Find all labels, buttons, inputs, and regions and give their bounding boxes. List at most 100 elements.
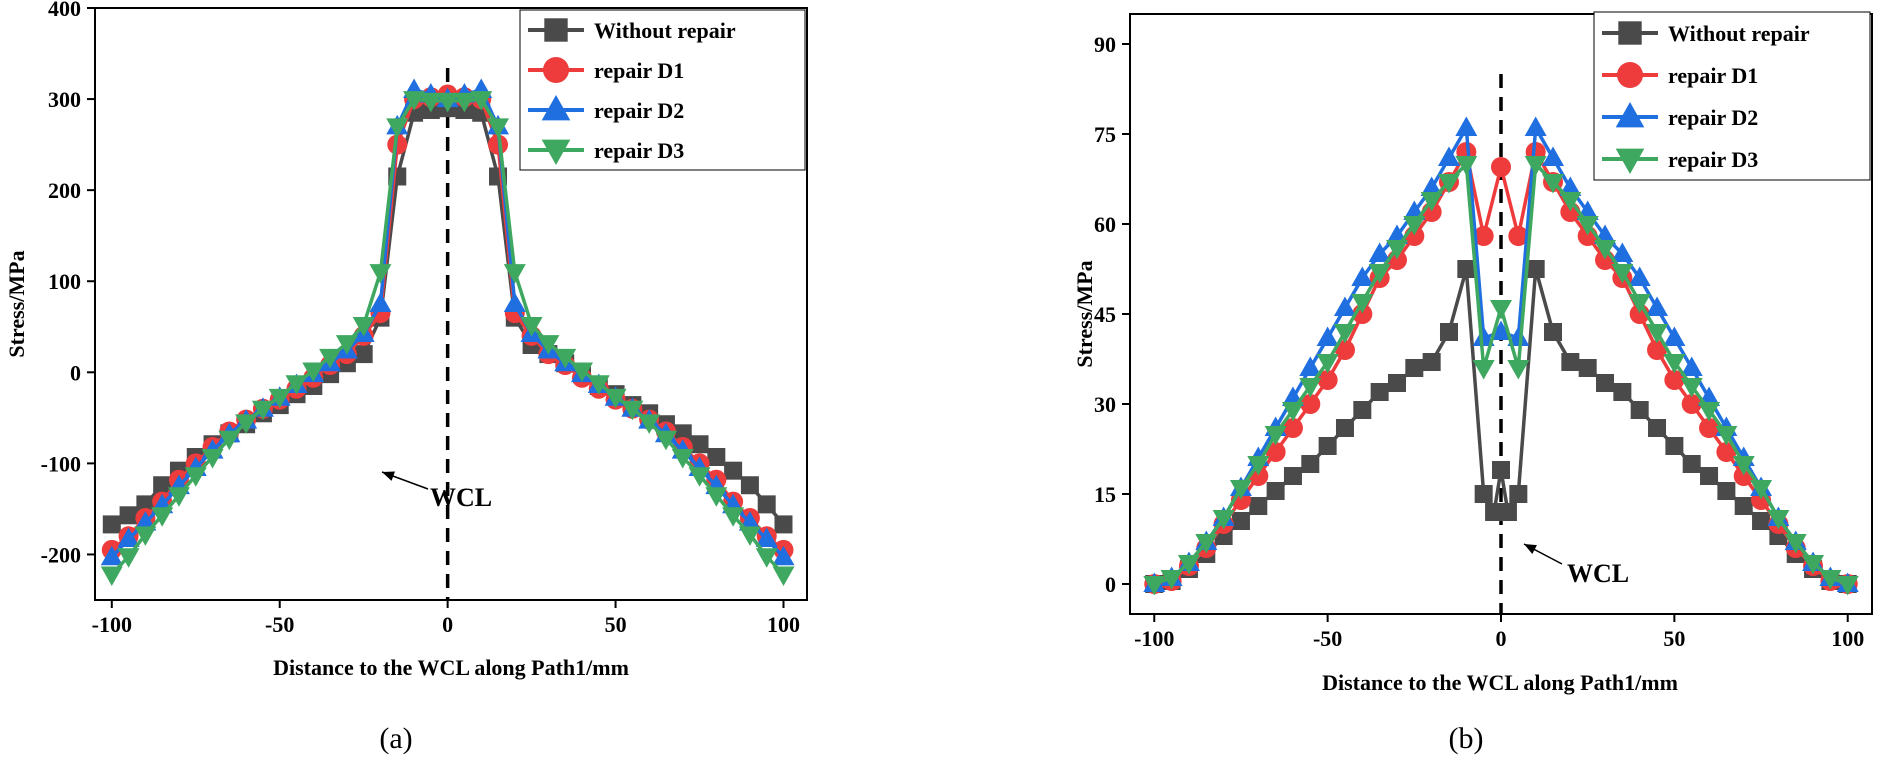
data-point [1628, 266, 1651, 286]
data-point [755, 548, 778, 568]
data-point [638, 414, 661, 434]
data-point [117, 548, 140, 568]
plot-frame [94, 7, 808, 601]
data-point [1628, 294, 1651, 314]
data-point [1437, 146, 1460, 166]
data-point [1385, 240, 1408, 260]
data-point [1681, 394, 1702, 414]
data-point [1195, 534, 1218, 554]
y-tick-label: 0 [70, 360, 81, 385]
data-point [1405, 359, 1424, 377]
data-point [1439, 323, 1458, 341]
annotation-arrow-head [1524, 544, 1537, 555]
data-point [1594, 240, 1617, 260]
data-point [520, 316, 543, 337]
data-point [1316, 354, 1339, 374]
data-point [1249, 497, 1268, 515]
data-point [1578, 359, 1597, 377]
data-point [1784, 534, 1807, 554]
data-point [1542, 146, 1565, 166]
data-point [1646, 324, 1669, 344]
data-point [774, 515, 793, 534]
data-point [1490, 300, 1512, 320]
data-point [136, 495, 155, 514]
x-axis-label: Distance to the WCL along Path1/mm [273, 655, 629, 680]
data-point [1498, 503, 1517, 521]
data-point [153, 476, 172, 495]
wcl-annotation: WCL [381, 471, 492, 512]
data-point [1457, 260, 1476, 278]
data-point [1663, 354, 1686, 374]
y-tick-label: -200 [41, 542, 81, 567]
data-point [673, 424, 692, 443]
data-point [1559, 192, 1582, 212]
data-point [1299, 378, 1322, 398]
data-point [1318, 437, 1337, 455]
data-point [587, 375, 610, 395]
legend-label: repair D3 [1668, 147, 1758, 172]
data-point [354, 345, 373, 364]
data-point [1333, 296, 1356, 316]
data-point [1680, 378, 1703, 398]
y-tick-label: 30 [1094, 392, 1116, 417]
data-point [722, 507, 745, 527]
y-tick-label: 15 [1094, 482, 1116, 507]
data-point [537, 335, 560, 355]
data-point [1265, 442, 1286, 462]
series-repair-d3 [1143, 156, 1859, 596]
data-point [100, 545, 123, 566]
x-tick-label: -100 [1134, 626, 1174, 651]
data-point [1613, 383, 1632, 401]
data-point [403, 91, 426, 111]
chart-panel-a: -100 -50 0 50 100 -200 -100 0 100 200 300 400 Witho… [4, 0, 808, 755]
data-point [419, 92, 442, 113]
data-point [705, 487, 728, 507]
y-tick-label: 400 [48, 0, 81, 21]
x-tick-label: 100 [767, 612, 800, 637]
data-point [1282, 418, 1303, 438]
data-point [1403, 216, 1426, 236]
data-point [1509, 485, 1528, 503]
data-point [1177, 555, 1200, 575]
data-point [369, 264, 392, 284]
legend-label: repair D1 [594, 58, 684, 83]
panel-label: (b) [1449, 722, 1484, 755]
data-point [1335, 419, 1354, 437]
data-point [470, 91, 493, 111]
data-point [285, 375, 308, 395]
data-point [688, 467, 711, 487]
data-point [1508, 226, 1529, 246]
x-tick-label: 50 [1663, 626, 1685, 651]
data-point [268, 388, 291, 409]
data-point [1247, 456, 1270, 476]
data-point [1524, 116, 1547, 136]
data-point [621, 400, 644, 421]
data-point [1437, 174, 1460, 194]
data-point [1559, 176, 1582, 196]
data-point [1491, 157, 1511, 177]
data-point [151, 507, 174, 527]
data-point [738, 526, 761, 546]
data-point [772, 545, 795, 566]
data-point [604, 388, 627, 409]
data-point [1351, 266, 1374, 286]
data-point [1507, 326, 1530, 346]
data-point [757, 495, 776, 514]
x-tick-label: 50 [605, 612, 627, 637]
data-point [201, 449, 224, 469]
data-point [1143, 576, 1166, 596]
data-point [1715, 426, 1738, 446]
data-point [1561, 353, 1580, 371]
data-point [436, 92, 459, 113]
annotation-arrow-head [382, 471, 395, 481]
data-point [1472, 360, 1495, 380]
data-point [1664, 370, 1685, 390]
data-point [654, 430, 677, 451]
legend-label: Without repair [594, 18, 736, 43]
x-tick-label: -100 [92, 612, 132, 637]
data-point [1472, 326, 1495, 346]
chart-panel-b: -100 -50 0 50 100 0 15 30 45 60 75 90 Without repai… [1072, 11, 1873, 755]
y-tick-label: 0 [1105, 572, 1116, 597]
data-point [1698, 402, 1721, 422]
axis-ticks: -100 -50 0 50 100 -200 -100 0 100 200 300 400 [41, 0, 800, 637]
